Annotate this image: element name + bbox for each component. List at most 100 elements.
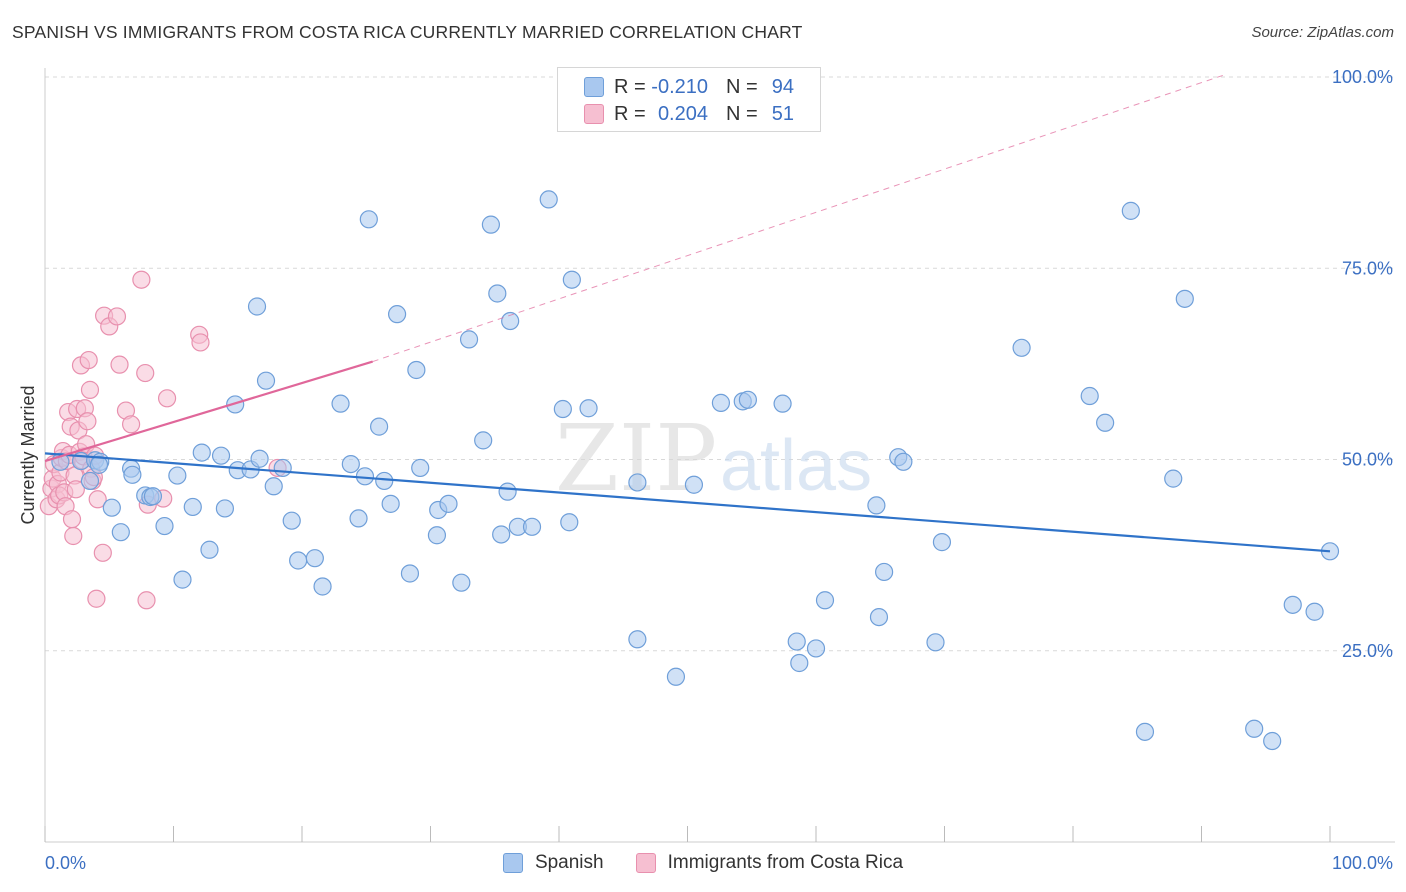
legend-n-label: N = <box>726 75 758 98</box>
spanish-point <box>155 516 174 536</box>
spanish-point <box>628 630 647 649</box>
costa-rica-point <box>110 355 129 374</box>
spanish-point <box>553 399 572 419</box>
spanish-point <box>875 562 894 582</box>
spanish-point <box>264 477 283 496</box>
spanish-point <box>790 653 809 673</box>
gridlines <box>45 76 1395 652</box>
spanish-point <box>256 371 276 390</box>
spanish-point <box>492 525 511 544</box>
costa-rica-point <box>157 389 177 408</box>
spanish-point <box>192 443 211 462</box>
spanish-point <box>111 523 130 542</box>
spanish-point <box>273 458 292 478</box>
spanish-point <box>474 431 493 450</box>
spanish-point <box>400 564 420 583</box>
costa-rica-point <box>66 480 85 499</box>
spanish-point <box>579 399 598 418</box>
watermark: ZIP atlas <box>555 405 872 512</box>
costa-rica-point <box>64 526 83 546</box>
spanish-point <box>1135 722 1155 741</box>
spanish-point <box>1263 731 1282 751</box>
costa-rica-point <box>191 333 210 352</box>
axes <box>44 68 1395 843</box>
spanish-point <box>894 452 913 471</box>
costa-rica-point <box>80 380 100 399</box>
legend-r-value: -0.210 <box>651 75 708 98</box>
spanish-point <box>305 549 324 568</box>
legend-swatch-spanish <box>502 853 523 873</box>
spanish-point <box>381 494 400 513</box>
spanish-point <box>869 607 889 627</box>
legend-r-label: R = <box>614 102 646 125</box>
spanish-point <box>1121 201 1140 220</box>
spanish-point <box>787 632 806 651</box>
spanish-point <box>628 473 647 492</box>
spanish-point <box>738 390 757 409</box>
spanish-point <box>370 417 389 436</box>
x-tick-marks <box>44 826 1331 842</box>
spanish-point <box>89 455 109 474</box>
spanish-point <box>102 498 121 517</box>
costa-rica-point <box>87 589 106 608</box>
costa-rica-point <box>137 591 156 610</box>
spanish-point <box>407 360 426 380</box>
y-tick-label: 100.0% <box>1332 67 1393 87</box>
spanish-point <box>247 297 267 316</box>
legend-r-label: R = <box>614 75 646 98</box>
spanish-point <box>313 577 332 596</box>
costa-rica-point <box>62 510 82 529</box>
spanish-point <box>773 394 792 413</box>
x-tick-label-min: 0.0% <box>45 853 86 873</box>
spanish-point <box>1164 469 1183 488</box>
spanish-point <box>387 305 407 324</box>
spanish-point <box>375 471 394 491</box>
y-tick-label: 25.0% <box>1342 641 1393 661</box>
legend-row-spanish: R = -0.210 N = 94 <box>584 74 794 100</box>
spanish-point <box>1080 386 1099 406</box>
x-tick-label-max: 100.0% <box>1332 853 1393 873</box>
spanish-point <box>488 284 507 303</box>
legend-n-value: 51 <box>771 102 794 125</box>
series-costa-rica-points <box>39 270 287 610</box>
spanish-point <box>211 446 231 465</box>
watermark-atlas: atlas <box>720 426 872 506</box>
spanish-point <box>498 482 517 501</box>
spanish-point <box>1305 602 1324 621</box>
legend-swatch-costa-rica <box>584 104 604 124</box>
spanish-point <box>501 311 520 331</box>
spanish-point <box>522 517 542 536</box>
spanish-point <box>349 509 368 528</box>
spanish-point <box>539 190 558 209</box>
y-tick-label: 75.0% <box>1342 258 1393 278</box>
spanish-point <box>359 210 378 229</box>
costa-rica-point <box>88 490 107 509</box>
trend-line-costa-rica-extension <box>372 73 1228 363</box>
spanish-point <box>459 330 479 349</box>
y-tick-labels: 25.0% 50.0% 75.0% 100.0% <box>1332 67 1393 661</box>
spanish-point <box>143 487 163 506</box>
spanish-point <box>815 591 835 610</box>
spanish-point <box>932 533 952 552</box>
spanish-point <box>562 270 581 289</box>
legend-label-costa-rica: Immigrants from Costa Rica <box>667 852 904 873</box>
spanish-point <box>80 471 100 491</box>
spanish-point <box>289 551 308 570</box>
trend-lines <box>44 73 1331 553</box>
costa-rica-point <box>121 415 141 434</box>
trend-line-spanish <box>44 452 1331 553</box>
y-axis-label: Currently Married <box>18 385 38 524</box>
spanish-point <box>200 540 219 559</box>
costa-rica-point <box>78 412 97 431</box>
legend-item-costa-rica[interactable]: Immigrants from Costa Rica <box>635 852 904 874</box>
legend-n-value: 94 <box>771 75 794 98</box>
spanish-point <box>215 499 234 518</box>
costa-rica-point <box>79 350 98 370</box>
spanish-point <box>168 466 187 485</box>
spanish-point <box>711 393 731 412</box>
watermark-zip: ZIP <box>555 405 717 512</box>
legend-item-spanish[interactable]: Spanish <box>502 852 604 874</box>
spanish-point <box>411 458 430 478</box>
legend-r-value: 0.204 <box>657 102 708 125</box>
